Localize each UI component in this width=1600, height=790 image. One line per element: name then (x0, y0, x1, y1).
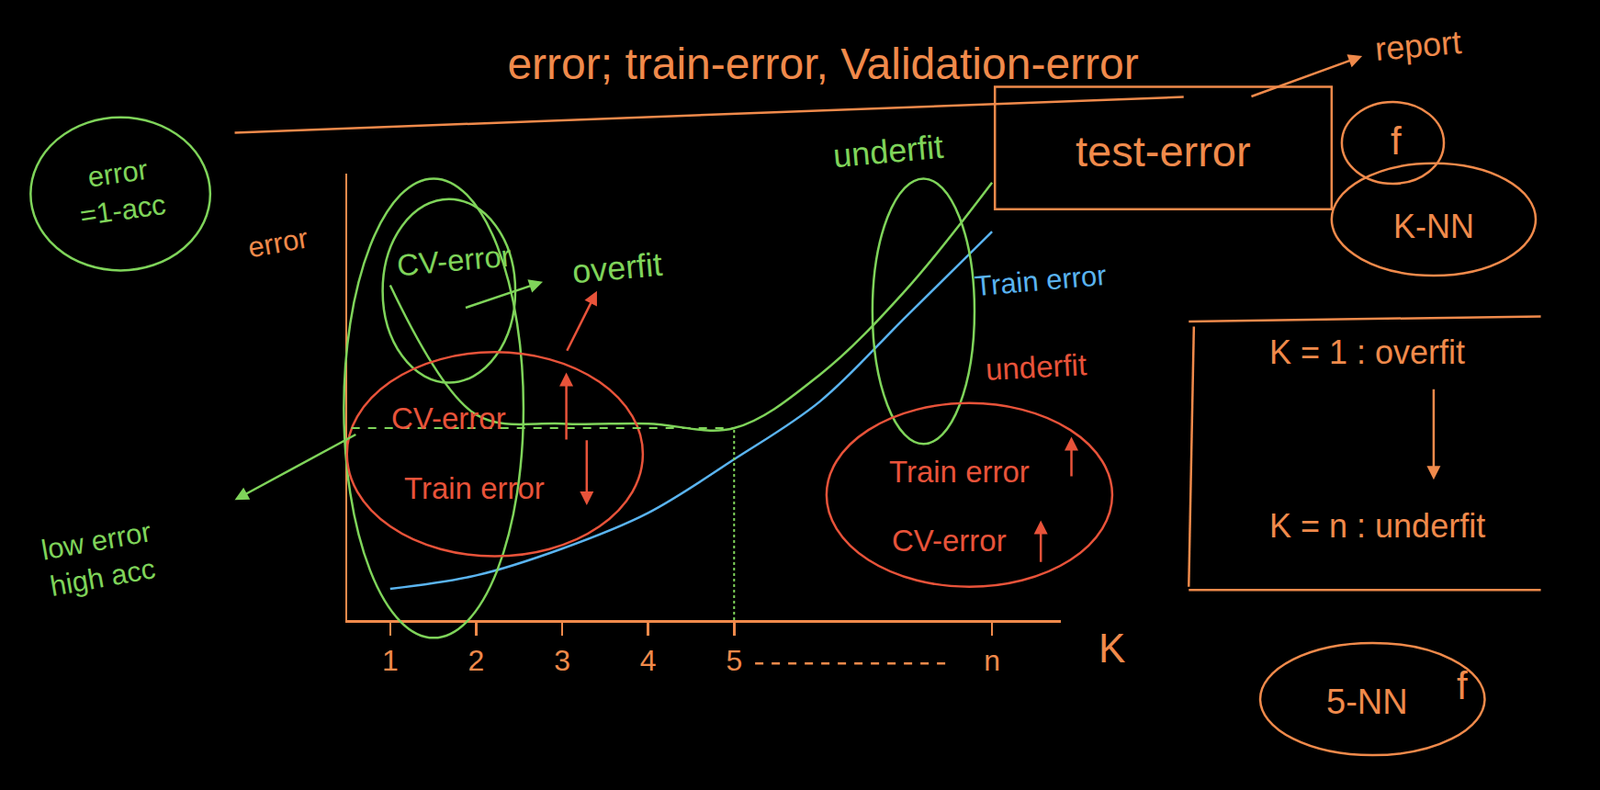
svg-text:overfit: overfit (570, 245, 664, 291)
svg-text:1: 1 (382, 643, 399, 677)
svg-text:5-NN: 5-NN (1326, 682, 1409, 722)
svg-text:Train error: Train error (889, 454, 1030, 489)
svg-text:underfit: underfit (984, 347, 1088, 387)
svg-text:CV-error: CV-error (891, 523, 1007, 558)
svg-text:2: 2 (468, 643, 485, 677)
svg-text:5: 5 (725, 643, 743, 677)
svg-text:low errorhigh acc: low errorhigh acc (38, 515, 160, 603)
svg-text:CV-error: CV-error (391, 401, 507, 436)
svg-text:K = n : underfit: K = n : underfit (1269, 507, 1486, 545)
svg-text:CV-error: CV-error (395, 238, 513, 283)
svg-text:underfit: underfit (831, 127, 945, 175)
svg-text:n: n (983, 643, 1001, 677)
svg-text:K = 1 : overfit: K = 1 : overfit (1269, 333, 1465, 372)
svg-text:f: f (1456, 664, 1468, 708)
svg-text:error; train-error, Validation: error; train-error, Validation-error (507, 39, 1139, 89)
svg-text:K-NN: K-NN (1393, 207, 1475, 246)
svg-text:K: K (1098, 625, 1126, 671)
svg-text:Train error: Train error (973, 259, 1108, 303)
svg-text:3: 3 (553, 643, 571, 677)
svg-text:error=1-acc: error=1-acc (72, 151, 168, 233)
svg-text:report: report (1373, 22, 1463, 68)
svg-text:Train error: Train error (404, 471, 545, 506)
svg-text:f: f (1390, 119, 1402, 163)
svg-text:error: error (245, 221, 311, 264)
svg-text:test-error: test-error (1075, 126, 1251, 176)
svg-text:4: 4 (640, 643, 657, 677)
